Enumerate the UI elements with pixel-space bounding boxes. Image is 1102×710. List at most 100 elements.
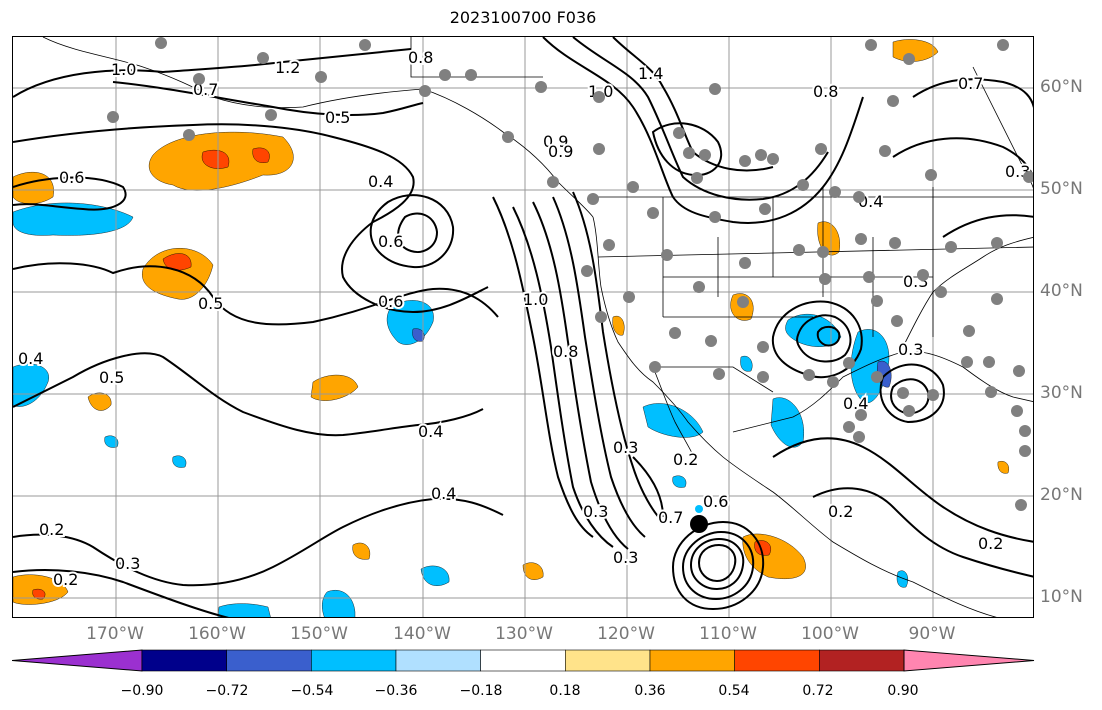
contour-label: 1.0 <box>111 60 136 79</box>
lat-label: 20°N <box>1040 485 1083 505</box>
colorbar-segment <box>141 649 227 672</box>
lon-label: 150°W <box>290 624 348 644</box>
contour-label: 0.8 <box>813 82 838 101</box>
contour-label: 0.6 <box>59 168 84 187</box>
contour-label: 0.7 <box>658 508 683 527</box>
shaded-area <box>896 570 909 588</box>
cyclone-center <box>690 505 708 533</box>
contour-label: 0.5 <box>198 294 223 313</box>
contour-label: 0.9 <box>543 132 568 151</box>
shaded-area <box>770 397 804 448</box>
shaded-area <box>892 39 939 62</box>
lon-label: 110°W <box>699 624 757 644</box>
lon-label: 140°W <box>393 624 451 644</box>
map-canvas: 1.0 0.8 1.2 1.4 0.7 0.5 0.6 0.4 0.9 0.8 … <box>13 37 1033 617</box>
colorbar <box>12 649 1035 672</box>
shaded-area <box>522 562 544 580</box>
colorbar-segment <box>819 649 905 672</box>
shaded-area <box>13 363 49 407</box>
shaded-area <box>997 461 1009 474</box>
contour-label: 0.5 <box>325 108 350 127</box>
lon-label: 160°W <box>188 624 246 644</box>
lon-label: 130°W <box>495 624 553 644</box>
contour-label: 1.2 <box>275 58 300 77</box>
contour-label: 0.7 <box>958 74 983 93</box>
lon-label: 170°W <box>86 624 144 644</box>
contour-labels: 1.0 0.8 1.2 1.4 0.7 0.5 0.6 0.4 0.9 0.8 … <box>16 46 1032 591</box>
contour-label: 0.4 <box>843 394 868 413</box>
colorbar-under-arrow <box>12 649 143 672</box>
colorbar-tick-label: −0.72 <box>205 683 249 699</box>
shaded-area <box>172 455 187 468</box>
colorbar-segment <box>226 649 312 672</box>
lat-label: 40°N <box>1040 281 1083 301</box>
gridlines <box>13 37 1033 617</box>
shaded-area <box>201 149 230 169</box>
contour-label: 0.3 <box>613 548 638 567</box>
colorbar-tick-label: 0.90 <box>887 683 919 699</box>
lat-label: 10°N <box>1040 587 1083 607</box>
lon-label: 100°W <box>801 624 859 644</box>
contour-label: 0.8 <box>408 48 433 67</box>
shaded-area <box>32 588 46 600</box>
colorbar-segment <box>395 649 481 672</box>
shaded-area <box>740 355 753 372</box>
colorbar-segment <box>565 649 651 672</box>
contour-label: 0.5 <box>99 368 124 387</box>
colorbar-over-arrow <box>903 649 1035 672</box>
contour-label: 0.4 <box>418 422 443 441</box>
shaded-area <box>13 202 134 236</box>
colorbar-segment <box>734 649 820 672</box>
lat-label: 60°N <box>1040 77 1083 97</box>
lat-label: 50°N <box>1040 179 1083 199</box>
map-title: 2023100700 F036 <box>449 8 597 27</box>
colorbar-tick-label: −0.18 <box>459 683 503 699</box>
shaded-area <box>352 542 371 560</box>
colorbar-segment <box>649 649 735 672</box>
colorbar-segment <box>480 649 566 672</box>
contour-label: 0.4 <box>368 172 393 191</box>
contour-label: 0.4 <box>431 484 456 503</box>
shaded-area <box>672 475 687 488</box>
coastlines <box>42 37 1033 617</box>
contour-label: 0.6 <box>378 232 403 251</box>
contour-label: 0.2 <box>828 502 853 521</box>
colorbar-tick-label: 0.72 <box>802 683 834 699</box>
contour-label: 0.2 <box>673 450 698 469</box>
colorbar-tick-label: 0.36 <box>634 683 666 699</box>
contour-label: 0.2 <box>978 534 1003 553</box>
shaded-area <box>310 374 359 401</box>
lon-label: 90°W <box>908 624 956 644</box>
contour-label: 0.3 <box>583 502 608 521</box>
contour-label: 0.4 <box>18 349 43 368</box>
colorbar-tick-label: −0.36 <box>374 683 418 699</box>
lon-label: 120°W <box>597 624 655 644</box>
map-panel: 1.0 0.8 1.2 1.4 0.7 0.5 0.6 0.4 0.9 0.8 … <box>12 36 1034 618</box>
contour-label: 0.2 <box>53 570 78 589</box>
shaded-area <box>785 313 842 347</box>
contour-lines <box>13 37 1033 617</box>
shaded-area <box>642 403 704 438</box>
shaded-area <box>13 171 54 204</box>
shaded-area <box>252 147 270 163</box>
lat-label: 30°N <box>1040 383 1083 403</box>
colorbar-tick-label: 0.18 <box>549 683 581 699</box>
contour-label: 1.0 <box>523 290 548 309</box>
shaded-area <box>217 603 271 617</box>
contour-label: 1.4 <box>638 64 663 83</box>
contour-label: 0.6 <box>378 292 403 311</box>
contour-label: 0.8 <box>553 342 578 361</box>
shaded-area <box>322 590 356 617</box>
shaded-area <box>612 315 625 336</box>
contour-label: 0.9 <box>548 142 573 161</box>
contour-label: 0.3 <box>115 554 140 573</box>
colorbar-tick-label: −0.90 <box>120 683 164 699</box>
contour-label: 0.2 <box>39 520 64 539</box>
shaded-area <box>420 565 450 586</box>
contour-label: 0.6 <box>703 492 728 511</box>
station-markers <box>107 37 1033 511</box>
contour-label: 0.3 <box>898 340 923 359</box>
colorbar-tick-label: 0.54 <box>718 683 750 699</box>
contour-label: 0.3 <box>613 438 638 457</box>
shaded-area <box>104 435 119 448</box>
